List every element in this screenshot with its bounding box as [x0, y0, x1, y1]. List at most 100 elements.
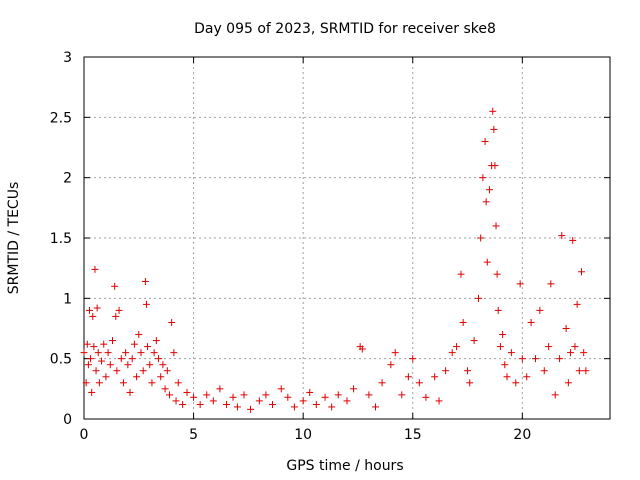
data-point	[84, 361, 92, 369]
data-point	[113, 367, 121, 375]
data-point	[92, 367, 100, 375]
data-point	[95, 379, 103, 387]
data-point	[485, 186, 493, 194]
data-point	[148, 379, 156, 387]
y-tick-label: 2	[63, 171, 72, 187]
y-tick-label: 1.5	[50, 231, 72, 247]
data-point	[111, 282, 119, 290]
data-point	[90, 343, 98, 351]
axis-ticks	[83, 56, 610, 420]
x-tick-labels: 0 5 10 15 20	[80, 427, 532, 443]
y-tick-label: 2.5	[50, 110, 72, 126]
data-point	[124, 361, 132, 369]
data-point	[108, 337, 116, 345]
data-point	[512, 379, 520, 387]
data-point	[216, 385, 224, 393]
data-point	[501, 361, 509, 369]
data-point	[161, 385, 169, 393]
data-point	[117, 355, 125, 363]
data-point	[580, 349, 588, 357]
data-point	[378, 379, 386, 387]
data-point	[435, 397, 443, 405]
data-point	[481, 137, 489, 145]
data-point	[558, 232, 566, 240]
x-tick-label: 10	[294, 427, 312, 443]
data-point	[284, 393, 292, 401]
data-point	[489, 107, 497, 115]
data-point	[523, 373, 531, 381]
data-point	[496, 343, 504, 351]
data-point	[573, 300, 581, 308]
data-point	[516, 280, 524, 288]
data-point	[165, 391, 173, 399]
data-point	[391, 349, 399, 357]
data-point	[240, 391, 248, 399]
data-point	[409, 355, 417, 363]
data-point	[141, 277, 149, 285]
data-point	[564, 379, 572, 387]
data-point	[102, 373, 110, 381]
data-point	[578, 268, 586, 276]
data-point	[491, 162, 499, 170]
data-point	[98, 357, 106, 365]
data-point	[179, 401, 187, 409]
data-point	[157, 373, 165, 381]
data-point	[170, 349, 178, 357]
data-point	[142, 300, 150, 308]
data-point	[448, 349, 456, 357]
data-point	[209, 397, 217, 405]
data-point	[575, 367, 583, 375]
data-point	[545, 343, 553, 351]
data-point	[174, 379, 182, 387]
data-point	[146, 361, 154, 369]
data-point	[459, 318, 467, 326]
data-point	[172, 397, 180, 405]
data-point	[493, 270, 501, 278]
data-point	[144, 343, 152, 351]
data-point	[503, 373, 511, 381]
data-point	[415, 379, 423, 387]
data-point	[203, 391, 211, 399]
data-point	[350, 385, 358, 393]
data-point	[470, 337, 478, 345]
data-point	[490, 125, 498, 133]
data-point	[196, 401, 204, 409]
data-point	[112, 312, 120, 320]
data-point	[494, 306, 502, 314]
data-point	[540, 367, 548, 375]
data-point	[159, 361, 167, 369]
data-point	[365, 391, 373, 399]
data-point	[466, 379, 474, 387]
data-point	[328, 403, 336, 411]
data-point	[531, 355, 539, 363]
data-point	[571, 343, 579, 351]
data-point	[128, 355, 136, 363]
data-point	[222, 401, 230, 409]
data-point	[387, 361, 395, 369]
data-point	[89, 312, 97, 320]
data-point	[457, 270, 465, 278]
x-tick-label: 5	[189, 427, 198, 443]
data-point	[163, 367, 171, 375]
data-point	[442, 367, 450, 375]
data-point	[106, 361, 114, 369]
x-tick-label: 15	[404, 427, 422, 443]
data-point	[83, 340, 91, 348]
y-axis-label: SRMTID / TECUs	[6, 182, 22, 295]
data-point	[334, 391, 342, 399]
data-point	[130, 340, 138, 348]
data-point	[126, 388, 134, 396]
data-point	[569, 236, 577, 244]
y-tick-labels: 0 0.5 1 1.5 2 2.5 3	[50, 50, 72, 428]
data-point	[93, 304, 101, 312]
data-point	[82, 379, 90, 387]
data-point	[87, 355, 95, 363]
data-point	[398, 391, 406, 399]
data-point	[290, 403, 298, 411]
y-tick-label: 0.5	[50, 352, 72, 368]
data-point	[556, 355, 564, 363]
data-point	[499, 331, 507, 339]
data-point	[547, 280, 555, 288]
data-point	[482, 198, 490, 206]
chart-title: Day 095 of 2023, SRMTID for receiver ske…	[194, 21, 496, 37]
